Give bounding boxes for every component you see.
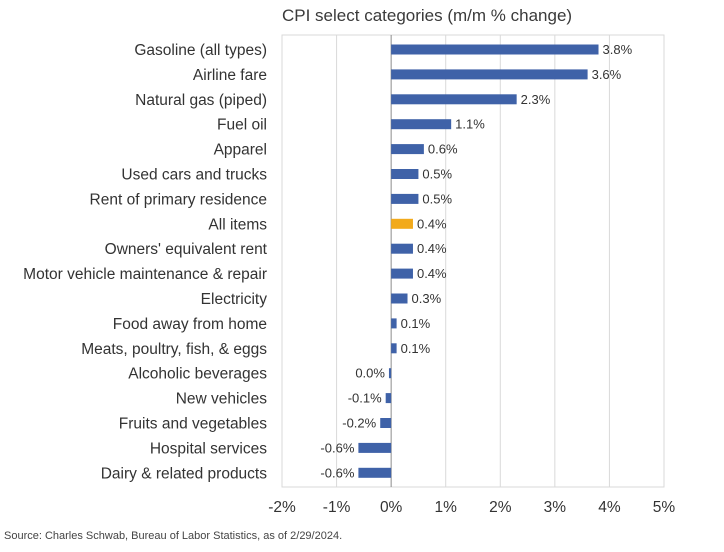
data-label: -0.1% <box>348 391 382 406</box>
x-tick-label: 0% <box>380 499 403 516</box>
data-label: 0.3% <box>412 291 442 306</box>
bar <box>391 44 599 55</box>
data-label: 1.1% <box>455 117 485 132</box>
category-label: New vehicles <box>176 391 268 408</box>
tick-layer: -2% -1% 0% 1% 2% 3% 4% 5% <box>268 499 675 516</box>
bar <box>391 218 413 229</box>
category-label: Food away from home <box>113 316 267 333</box>
category-label: All items <box>208 216 267 233</box>
category-label: Fruits and vegetables <box>119 416 267 433</box>
bar <box>385 393 392 404</box>
bar <box>358 467 392 478</box>
x-tick-label: 2% <box>489 499 512 516</box>
bar <box>391 69 588 80</box>
bar <box>391 343 397 354</box>
data-label: 3.8% <box>603 42 633 57</box>
bar <box>358 442 392 453</box>
data-label: 0.4% <box>417 266 447 281</box>
bar <box>391 193 419 204</box>
bar <box>391 243 413 254</box>
category-label: Hospital services <box>150 440 267 457</box>
category-label: Airline fare <box>193 67 267 84</box>
category-label: Fuel oil <box>217 117 267 134</box>
x-tick-label: 4% <box>598 499 621 516</box>
bar <box>391 169 419 179</box>
data-label: 0.1% <box>401 341 431 356</box>
label-layer: Gasoline (all types) 3.8% Airline fare 3.6%… <box>23 42 632 482</box>
data-label: 0.5% <box>422 191 452 206</box>
x-tick-label: 3% <box>544 499 567 516</box>
bar <box>391 268 413 279</box>
chart-title: CPI select categories (m/m % change) <box>282 6 573 25</box>
category-label: Used cars and trucks <box>121 167 267 184</box>
category-label: Gasoline (all types) <box>134 42 267 59</box>
data-label: 0.1% <box>401 316 431 331</box>
grid-layer <box>281 34 665 488</box>
bar <box>391 119 452 130</box>
category-label: Natural gas (piped) <box>135 92 267 109</box>
bar <box>388 368 392 379</box>
data-label: 0.0% <box>355 366 385 381</box>
source-note: Source: Charles Schwab, Bureau of Labor … <box>4 530 343 542</box>
x-tick-label: 1% <box>435 499 458 516</box>
category-label: Apparel <box>214 142 267 159</box>
data-label: 0.4% <box>417 216 447 231</box>
category-label: Rent of primary residence <box>90 191 267 208</box>
data-label: 0.6% <box>428 142 458 157</box>
data-label: 0.5% <box>422 167 452 182</box>
bar <box>380 418 392 428</box>
category-label: Meats, poultry, fish, & eggs <box>81 341 267 358</box>
bar <box>391 94 517 105</box>
x-tick-label: -1% <box>323 499 351 516</box>
bar-layer <box>358 44 599 478</box>
data-label: 3.6% <box>592 67 622 82</box>
x-tick-label: -2% <box>268 499 296 516</box>
x-tick-label: 5% <box>653 499 676 516</box>
category-label: Motor vehicle maintenance & repair <box>23 266 267 283</box>
category-label: Alcoholic beverages <box>128 366 267 383</box>
data-label: -0.6% <box>320 465 354 480</box>
data-label: -0.2% <box>342 416 376 431</box>
bar <box>391 144 424 155</box>
data-label: 0.4% <box>417 241 447 256</box>
category-label: Dairy & related products <box>101 465 268 482</box>
bar <box>391 293 408 304</box>
bar <box>391 318 397 329</box>
data-label: -0.6% <box>320 440 354 455</box>
category-label: Electricity <box>201 291 268 308</box>
data-label: 2.3% <box>521 92 551 107</box>
category-label: Owners' equivalent rent <box>105 241 268 258</box>
